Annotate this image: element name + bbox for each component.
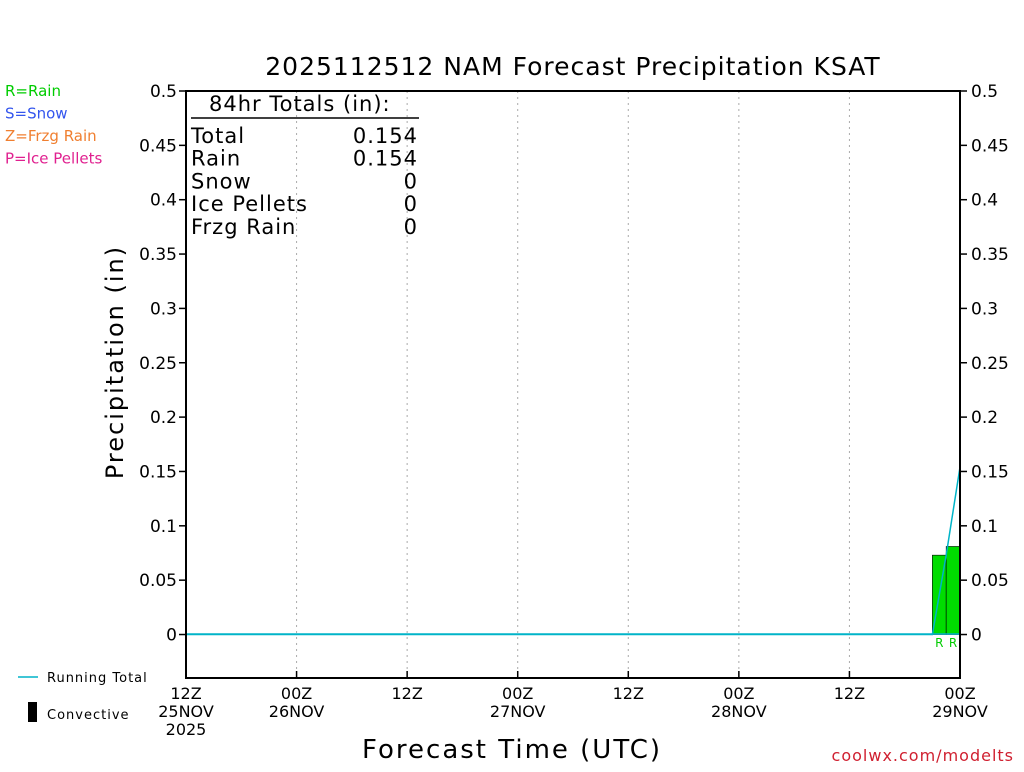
y-tick-label-left: 0.5: [150, 82, 177, 102]
y-tick-label-left: 0: [166, 626, 177, 646]
y-tick-label-left: 0.25: [139, 354, 177, 374]
y-tick-label-right: 0.1: [971, 517, 998, 537]
totals-row-value: 0.154: [353, 147, 418, 171]
y-tick-label-left: 0.1: [150, 517, 177, 537]
x-axis-label: Forecast Time (UTC): [362, 735, 662, 765]
y-tick-label-right: 0.35: [971, 245, 1009, 265]
x-tick-label: 00Z: [502, 684, 533, 703]
totals-row-value: 0: [404, 215, 418, 239]
running-total-legend-label: Running Total: [47, 671, 148, 686]
x-tick-label: 26NOV: [269, 702, 325, 721]
y-tick-label-left: 0.2: [150, 408, 177, 428]
totals-row-label: Rain: [191, 147, 241, 171]
totals-row-value: 0: [404, 192, 418, 216]
y-tick-label-left: 0.3: [150, 299, 177, 319]
y-axis-label: Precipitation (in): [101, 245, 129, 479]
precip-bars: [932, 546, 961, 635]
convective-legend-swatch: [28, 702, 37, 722]
totals-row-label: Ice Pellets: [191, 192, 308, 216]
x-tick-label: 28NOV: [711, 702, 767, 721]
y-tick-label-left: 0.35: [139, 245, 177, 265]
x-tick-label: 2025: [166, 720, 207, 739]
y-tick-label-right: 0.45: [971, 136, 1009, 156]
precip-type-legend: R=Rain S=Snow Z=Frzg Rain P=Ice Pellets: [5, 82, 102, 168]
x-tick-label: 00Z: [723, 684, 754, 703]
x-tick-label: 25NOV: [158, 702, 214, 721]
totals-box: 84hr Totals (in): Total 0.154 Rain 0.154 Sno…: [190, 92, 419, 239]
ptype-legend-item: S=Snow: [5, 105, 68, 123]
ptype-legend-item: R=Rain: [5, 82, 61, 100]
precip-bar: [945, 546, 961, 635]
y-tick-label-left: 0.05: [139, 571, 177, 591]
x-tick-label: 00Z: [281, 684, 312, 703]
convective-legend-label: Convective: [47, 708, 130, 723]
y-tick-label-left: 0.4: [150, 191, 177, 211]
totals-row-value: 0: [404, 169, 418, 193]
totals-row-value: 0.154: [353, 124, 418, 148]
vertical-gridlines: [296, 91, 850, 678]
ptype-marker: R: [949, 636, 957, 650]
y-tick-label-right: 0.15: [971, 462, 1009, 482]
chart-title: 2025112512 NAM Forecast Precipitation KS…: [265, 52, 880, 81]
bottom-legend: Running Total Convective: [18, 671, 148, 723]
x-tick-label: 00Z: [944, 684, 975, 703]
x-tick-label: 12Z: [613, 684, 644, 703]
y-ticks-left: 0.5 0.45 0.4 0.35 0.3 0.25 0.2 0.15 0.1 0.05 0: [139, 82, 186, 646]
x-tick-label: 12Z: [834, 684, 865, 703]
y-tick-label-right: 0.5: [971, 82, 998, 102]
x-tick-label: 29NOV: [932, 702, 988, 721]
x-tick-label: 12Z: [170, 684, 201, 703]
ptype-marker: R: [935, 636, 943, 650]
y-tick-label-right: 0.25: [971, 354, 1009, 374]
x-tick-label: 12Z: [391, 684, 422, 703]
x-tick-label: 27NOV: [490, 702, 546, 721]
y-ticks-right: 0.5 0.45 0.4 0.35 0.3 0.25 0.2 0.15 0.1 0.05 0: [960, 82, 1009, 646]
y-tick-label-left: 0.45: [139, 136, 177, 156]
y-tick-label-right: 0.05: [971, 571, 1009, 591]
y-tick-label-left: 0.15: [139, 462, 177, 482]
totals-row-label: Snow: [191, 169, 252, 193]
ptype-legend-item: P=Ice Pellets: [5, 150, 102, 168]
totals-row-label: Frzg Rain: [191, 215, 296, 239]
y-tick-label-right: 0.4: [971, 191, 998, 211]
y-tick-label-right: 0.2: [971, 408, 998, 428]
running-total-line: [186, 466, 961, 636]
plot-frame: [185, 90, 961, 679]
ptype-legend-item: Z=Frzg Rain: [5, 127, 97, 145]
totals-header: 84hr Totals (in):: [209, 92, 391, 116]
y-tick-label-right: 0.3: [971, 299, 998, 319]
watermark: coolwx.com/modelts: [832, 746, 1014, 765]
totals-row-label: Total: [190, 124, 245, 148]
y-tick-label-right: 0: [971, 626, 982, 646]
